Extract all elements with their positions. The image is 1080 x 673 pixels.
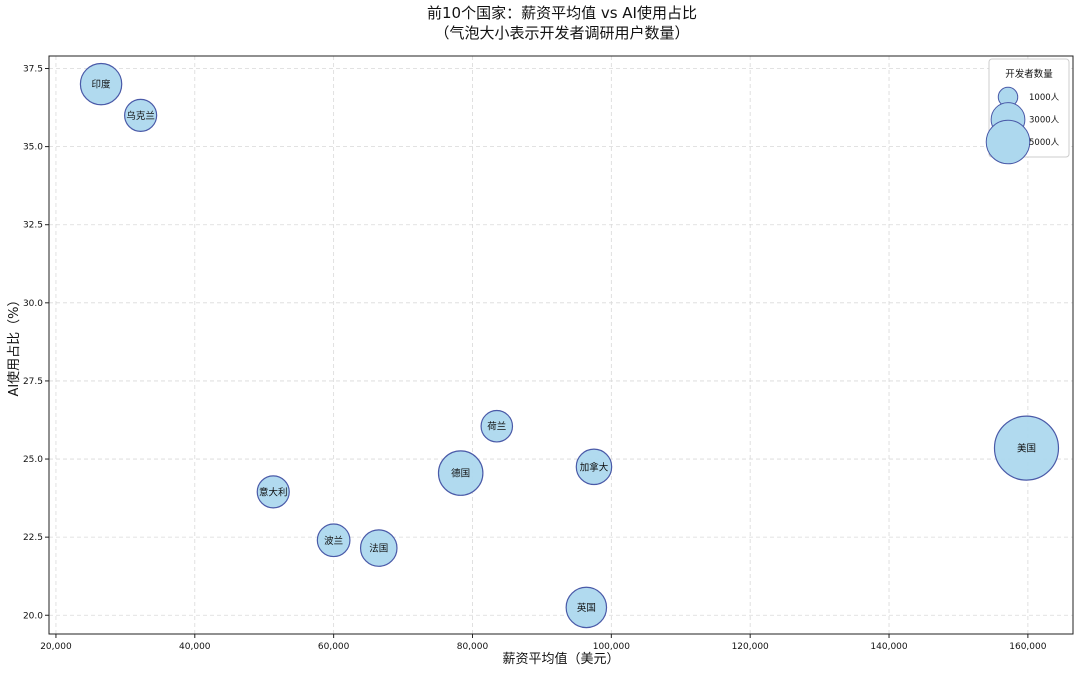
bubble-label: 法国 xyxy=(369,543,388,555)
bubble-label: 德国 xyxy=(451,468,470,480)
bubble xyxy=(256,475,290,509)
legend-label: 5000人 xyxy=(1029,138,1060,148)
bubble-label: 加拿大 xyxy=(580,461,609,473)
legend-items: 1000人 3000人 5000人 xyxy=(985,86,1060,165)
x-tick-label: 40,000 xyxy=(179,642,211,652)
y-tick-label: 25.0 xyxy=(23,455,43,465)
bubble-label: 英国 xyxy=(577,602,596,614)
chart-title-group: 前10个国家：薪资平均值 vs AI使用占比 （气泡大小表示开发者调研用户数量） xyxy=(427,4,697,42)
x-tick-label: 120,000 xyxy=(732,642,769,652)
x-axis-label: 薪资平均值（美元） xyxy=(502,651,619,667)
bubble-label: 波兰 xyxy=(324,535,343,547)
bubble-label: 意大利 xyxy=(259,486,288,498)
y-tick-label: 20.0 xyxy=(23,611,43,621)
plot-area-frame xyxy=(48,55,1074,635)
bubble-label: 美国 xyxy=(1017,443,1036,455)
bubble xyxy=(79,62,123,106)
y-tick-label: 27.5 xyxy=(23,377,43,387)
y-axis: 20.0 22.5 25.0 27.5 30.0 32.5 35.0 37.5 xyxy=(23,64,49,621)
x-tick-label: 20,000 xyxy=(40,642,72,652)
x-axis: 20,000 40,000 60,000 80,000 100,000 120,000 14… xyxy=(40,634,1047,652)
x-tick-label: 160,000 xyxy=(1009,642,1046,652)
y-tick-label: 32.5 xyxy=(23,221,43,231)
legend-title: 开发者数量 xyxy=(1005,68,1053,80)
x-tick-label: 60,000 xyxy=(318,642,350,652)
chart-subtitle: （气泡大小表示开发者调研用户数量） xyxy=(434,24,689,42)
bubble xyxy=(565,586,608,629)
y-tick-label: 35.0 xyxy=(23,143,43,153)
bubble xyxy=(437,450,484,496)
bubble xyxy=(993,415,1060,481)
legend: 开发者数量 1000人 3000人 5000人 xyxy=(985,58,1070,165)
bubble-label: 乌克兰 xyxy=(126,110,155,122)
x-tick-label: 140,000 xyxy=(870,642,907,652)
x-tick-label: 100,000 xyxy=(593,642,630,652)
y-tick-label: 37.5 xyxy=(23,64,43,74)
bubble xyxy=(480,409,514,443)
bubble-label: 荷兰 xyxy=(487,421,506,433)
legend-marker xyxy=(985,119,1031,165)
y-tick-label: 30.0 xyxy=(23,299,43,309)
bubble xyxy=(359,529,398,567)
y-tick-label: 22.5 xyxy=(23,533,43,543)
bubble xyxy=(316,523,351,558)
legend-label: 1000人 xyxy=(1029,93,1060,103)
bubble-label: 印度 xyxy=(92,79,112,91)
grid xyxy=(49,56,1073,634)
y-axis-label: AI使用占比（%） xyxy=(6,293,22,396)
chart-title: 前10个国家：薪资平均值 vs AI使用占比 xyxy=(427,4,697,22)
x-tick-label: 80,000 xyxy=(457,642,489,652)
legend-label: 3000人 xyxy=(1029,116,1060,126)
bubble xyxy=(124,98,158,132)
bubble xyxy=(575,448,613,486)
